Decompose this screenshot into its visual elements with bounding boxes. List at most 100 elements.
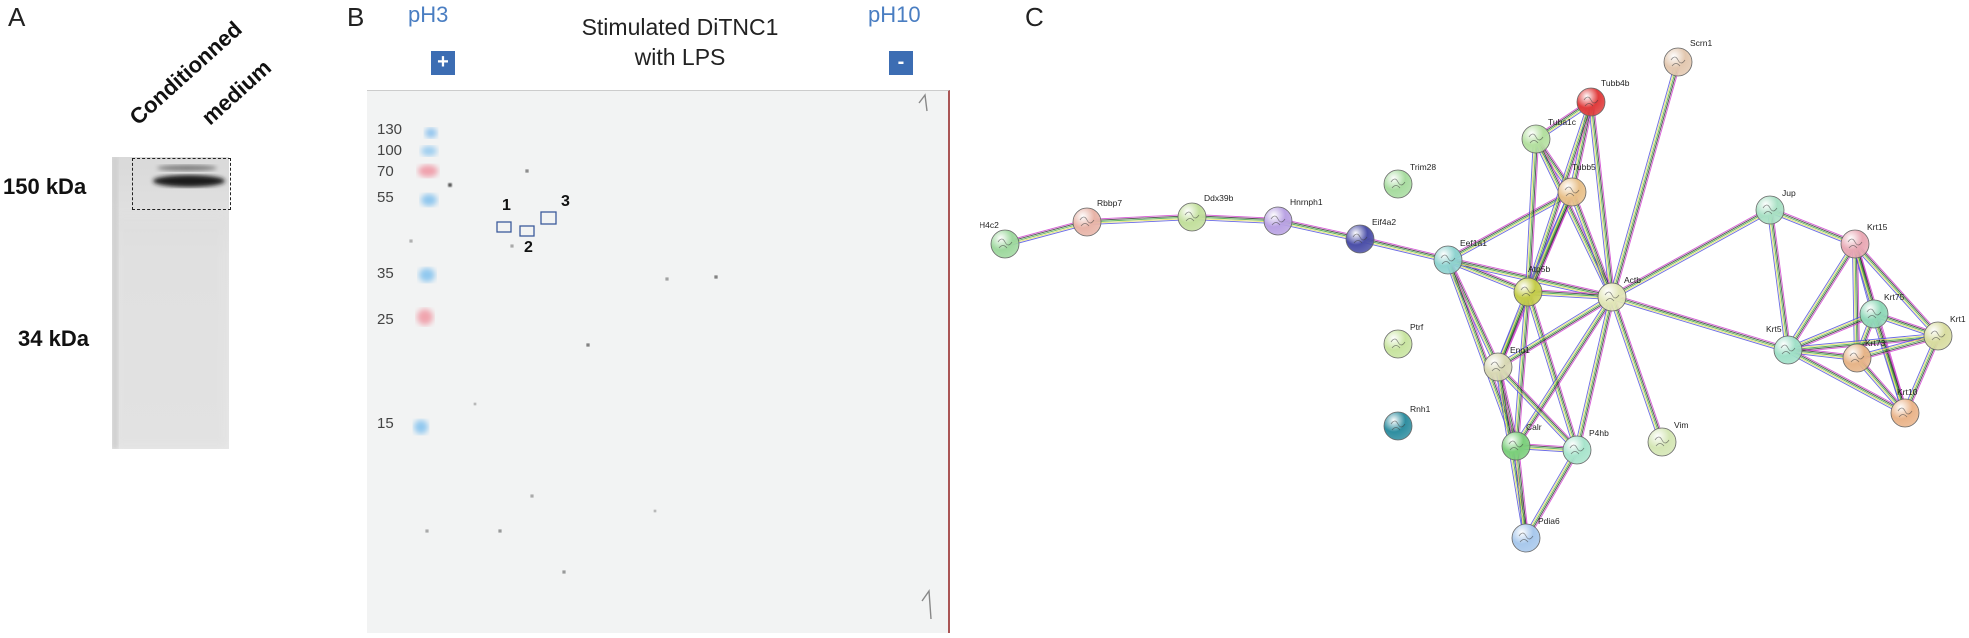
node-label-trim28: Trim28	[1410, 162, 1436, 172]
node-krt10[interactable]: Krt10	[1890, 387, 1920, 428]
mw-100: 100	[377, 142, 403, 159]
node-circle[interactable]	[1576, 87, 1606, 117]
node-circle[interactable]	[1433, 245, 1463, 275]
edge-actb-jup	[1611, 208, 1770, 297]
node-circle[interactable]	[1383, 329, 1413, 359]
node-pdia6[interactable]: Pdia6	[1511, 516, 1560, 553]
node-circle[interactable]	[1840, 229, 1870, 259]
edge-p4hb-pdia6	[1523, 448, 1576, 537]
edge-jup-krt15	[1770, 207, 1857, 243]
edge-krt15-krt5	[1789, 245, 1858, 352]
node-calr[interactable]: Calr	[1501, 422, 1542, 461]
node-circle[interactable]	[1501, 431, 1531, 461]
edge-ddx39b-hnrnph1	[1192, 213, 1279, 219]
node-circle[interactable]	[990, 229, 1020, 259]
mw-70: 70	[377, 163, 394, 180]
node-structure-glyph	[1762, 204, 1778, 215]
node-circle[interactable]	[1842, 343, 1872, 373]
stimulation-title-line1: Stimulated DiTNC1	[581, 14, 779, 40]
node-vim[interactable]: Vim	[1647, 420, 1689, 457]
gel-spot	[409, 239, 413, 243]
edge-krt75-krt5	[1788, 314, 1875, 352]
gel-spot	[653, 509, 657, 513]
node-circle[interactable]	[1483, 352, 1513, 382]
spot-box-2	[519, 225, 535, 237]
blot-band-upper	[157, 165, 217, 171]
edge-p4hb-pdia6	[1524, 449, 1577, 538]
edge-jup-krt5	[1772, 209, 1792, 350]
blot-band-main	[153, 175, 225, 187]
node-p4hb[interactable]: P4hb	[1562, 428, 1609, 465]
node-atp5b[interactable]: Atp5b	[1513, 264, 1550, 307]
node-circle[interactable]	[1755, 195, 1785, 225]
node-krt5[interactable]: Krt5	[1766, 324, 1803, 365]
node-krt15[interactable]: Krt15	[1840, 222, 1888, 259]
node-structure-glyph	[1528, 133, 1544, 144]
node-tubb5[interactable]: Tubb5	[1557, 162, 1596, 207]
node-circle[interactable]	[1557, 177, 1587, 207]
spot-box-3	[540, 211, 557, 225]
node-circle[interactable]	[1597, 282, 1627, 312]
node-krt73[interactable]: Krt73	[1842, 338, 1886, 373]
node-rbbp7[interactable]: Rbbp7	[1072, 198, 1122, 237]
edge-tuba1c-atp5b	[1528, 139, 1538, 293]
node-tuba1c[interactable]: Tuba1c	[1521, 117, 1577, 154]
node-circle[interactable]	[1383, 169, 1413, 199]
node-eif4a2[interactable]: Eif4a2	[1345, 217, 1396, 254]
mw-25: 25	[377, 311, 394, 328]
node-circle[interactable]	[1072, 207, 1102, 237]
gel-spot	[714, 275, 718, 279]
edge-rbbp7-ddx39b	[1086, 216, 1193, 223]
edge-actb-calr	[1514, 296, 1612, 446]
node-eef1a1[interactable]: Eef1a1	[1433, 238, 1487, 275]
node-circle[interactable]	[1521, 124, 1551, 154]
node-eno1[interactable]: Eno1	[1483, 345, 1530, 382]
node-circle[interactable]	[1859, 299, 1889, 329]
node-scrn1[interactable]: Scrn1	[1663, 38, 1712, 77]
node-circle[interactable]	[1923, 321, 1953, 351]
edge-scrn1-actb	[1609, 61, 1676, 297]
node-h4c2[interactable]: H4c2	[980, 220, 1020, 259]
node-jup[interactable]: Jup	[1755, 188, 1796, 225]
node-ptrf[interactable]: Ptrf	[1383, 322, 1424, 359]
stimulation-title: Stimulated DiTNC1 with LPS	[540, 12, 820, 72]
node-circle[interactable]	[1177, 202, 1207, 232]
node-krt1[interactable]: Krt1	[1923, 314, 1966, 351]
node-circle[interactable]	[1513, 277, 1543, 307]
node-circle[interactable]	[1511, 523, 1541, 553]
lane-label: Conditionned medium	[118, 8, 298, 158]
edge-actb-krt5	[1611, 299, 1788, 353]
edge-eef1a1-tubb5	[1447, 191, 1573, 261]
node-ddx39b[interactable]: Ddx39b	[1177, 193, 1234, 232]
ladder-band-35	[419, 268, 435, 282]
edge-krt15-krt5	[1786, 243, 1855, 350]
gel-spot	[562, 570, 566, 574]
edge-actb-krt5	[1611, 297, 1788, 352]
edge-eef1a1-calr	[1445, 260, 1514, 448]
edge-tubb4b-actb	[1591, 101, 1614, 297]
edge-actb-eno1	[1498, 297, 1613, 369]
node-circle[interactable]	[1383, 411, 1413, 441]
edge-eef1a1-tubb5	[1448, 192, 1573, 262]
node-circle[interactable]	[1773, 335, 1803, 365]
node-hnrnph1[interactable]: Hnrnph1	[1263, 197, 1323, 236]
node-trim28[interactable]: Trim28	[1383, 162, 1436, 199]
node-circle[interactable]	[1562, 435, 1592, 465]
node-circle[interactable]	[1263, 206, 1293, 236]
node-tubb4b[interactable]: Tubb4b	[1576, 78, 1630, 117]
node-circle[interactable]	[1890, 398, 1920, 428]
node-structure-glyph	[1569, 444, 1585, 455]
edge-krt5-krt10	[1788, 348, 1906, 413]
node-circle[interactable]	[1663, 47, 1693, 77]
node-structure-glyph	[1670, 56, 1686, 67]
node-krt75[interactable]: Krt75	[1859, 292, 1905, 329]
ladder-band-70	[418, 165, 438, 177]
edge-actb-eno1	[1499, 298, 1614, 370]
node-rnh1[interactable]: Rnh1	[1383, 404, 1431, 441]
edge-krt15-krt73	[1855, 243, 1859, 358]
spot-box-1	[496, 221, 512, 233]
node-label-atp5b: Atp5b	[1528, 264, 1550, 274]
node-circle[interactable]	[1647, 427, 1677, 457]
node-actb[interactable]: Actb	[1597, 275, 1641, 312]
node-circle[interactable]	[1345, 224, 1375, 254]
